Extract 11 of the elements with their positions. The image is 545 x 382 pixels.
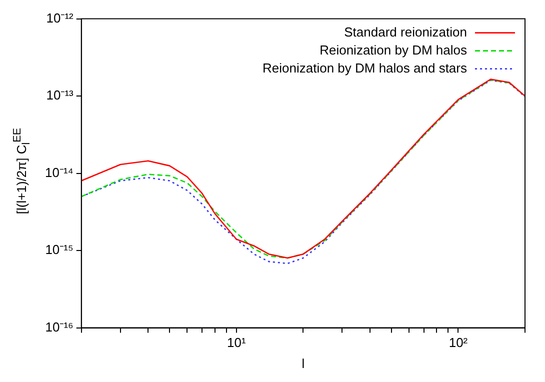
x-axis-title: l	[302, 356, 305, 371]
y-tick-label: 10⁻¹³	[46, 88, 74, 103]
legend-label: Reionization by DM halos	[320, 42, 468, 58]
y-tick-label: 10⁻¹⁵	[45, 242, 74, 258]
y-tick-label: 10⁻¹⁴	[45, 164, 74, 180]
y-tick-label: 10⁻¹⁶	[45, 319, 74, 334]
legend-label: Reionization by DM halos and stars	[262, 60, 468, 76]
legend-label: Standard reionization	[344, 24, 467, 40]
x-tick-label: 10¹	[227, 335, 246, 350]
x-tick-label: 10²	[448, 335, 468, 350]
y-tick-label: 10⁻¹²	[46, 10, 74, 26]
